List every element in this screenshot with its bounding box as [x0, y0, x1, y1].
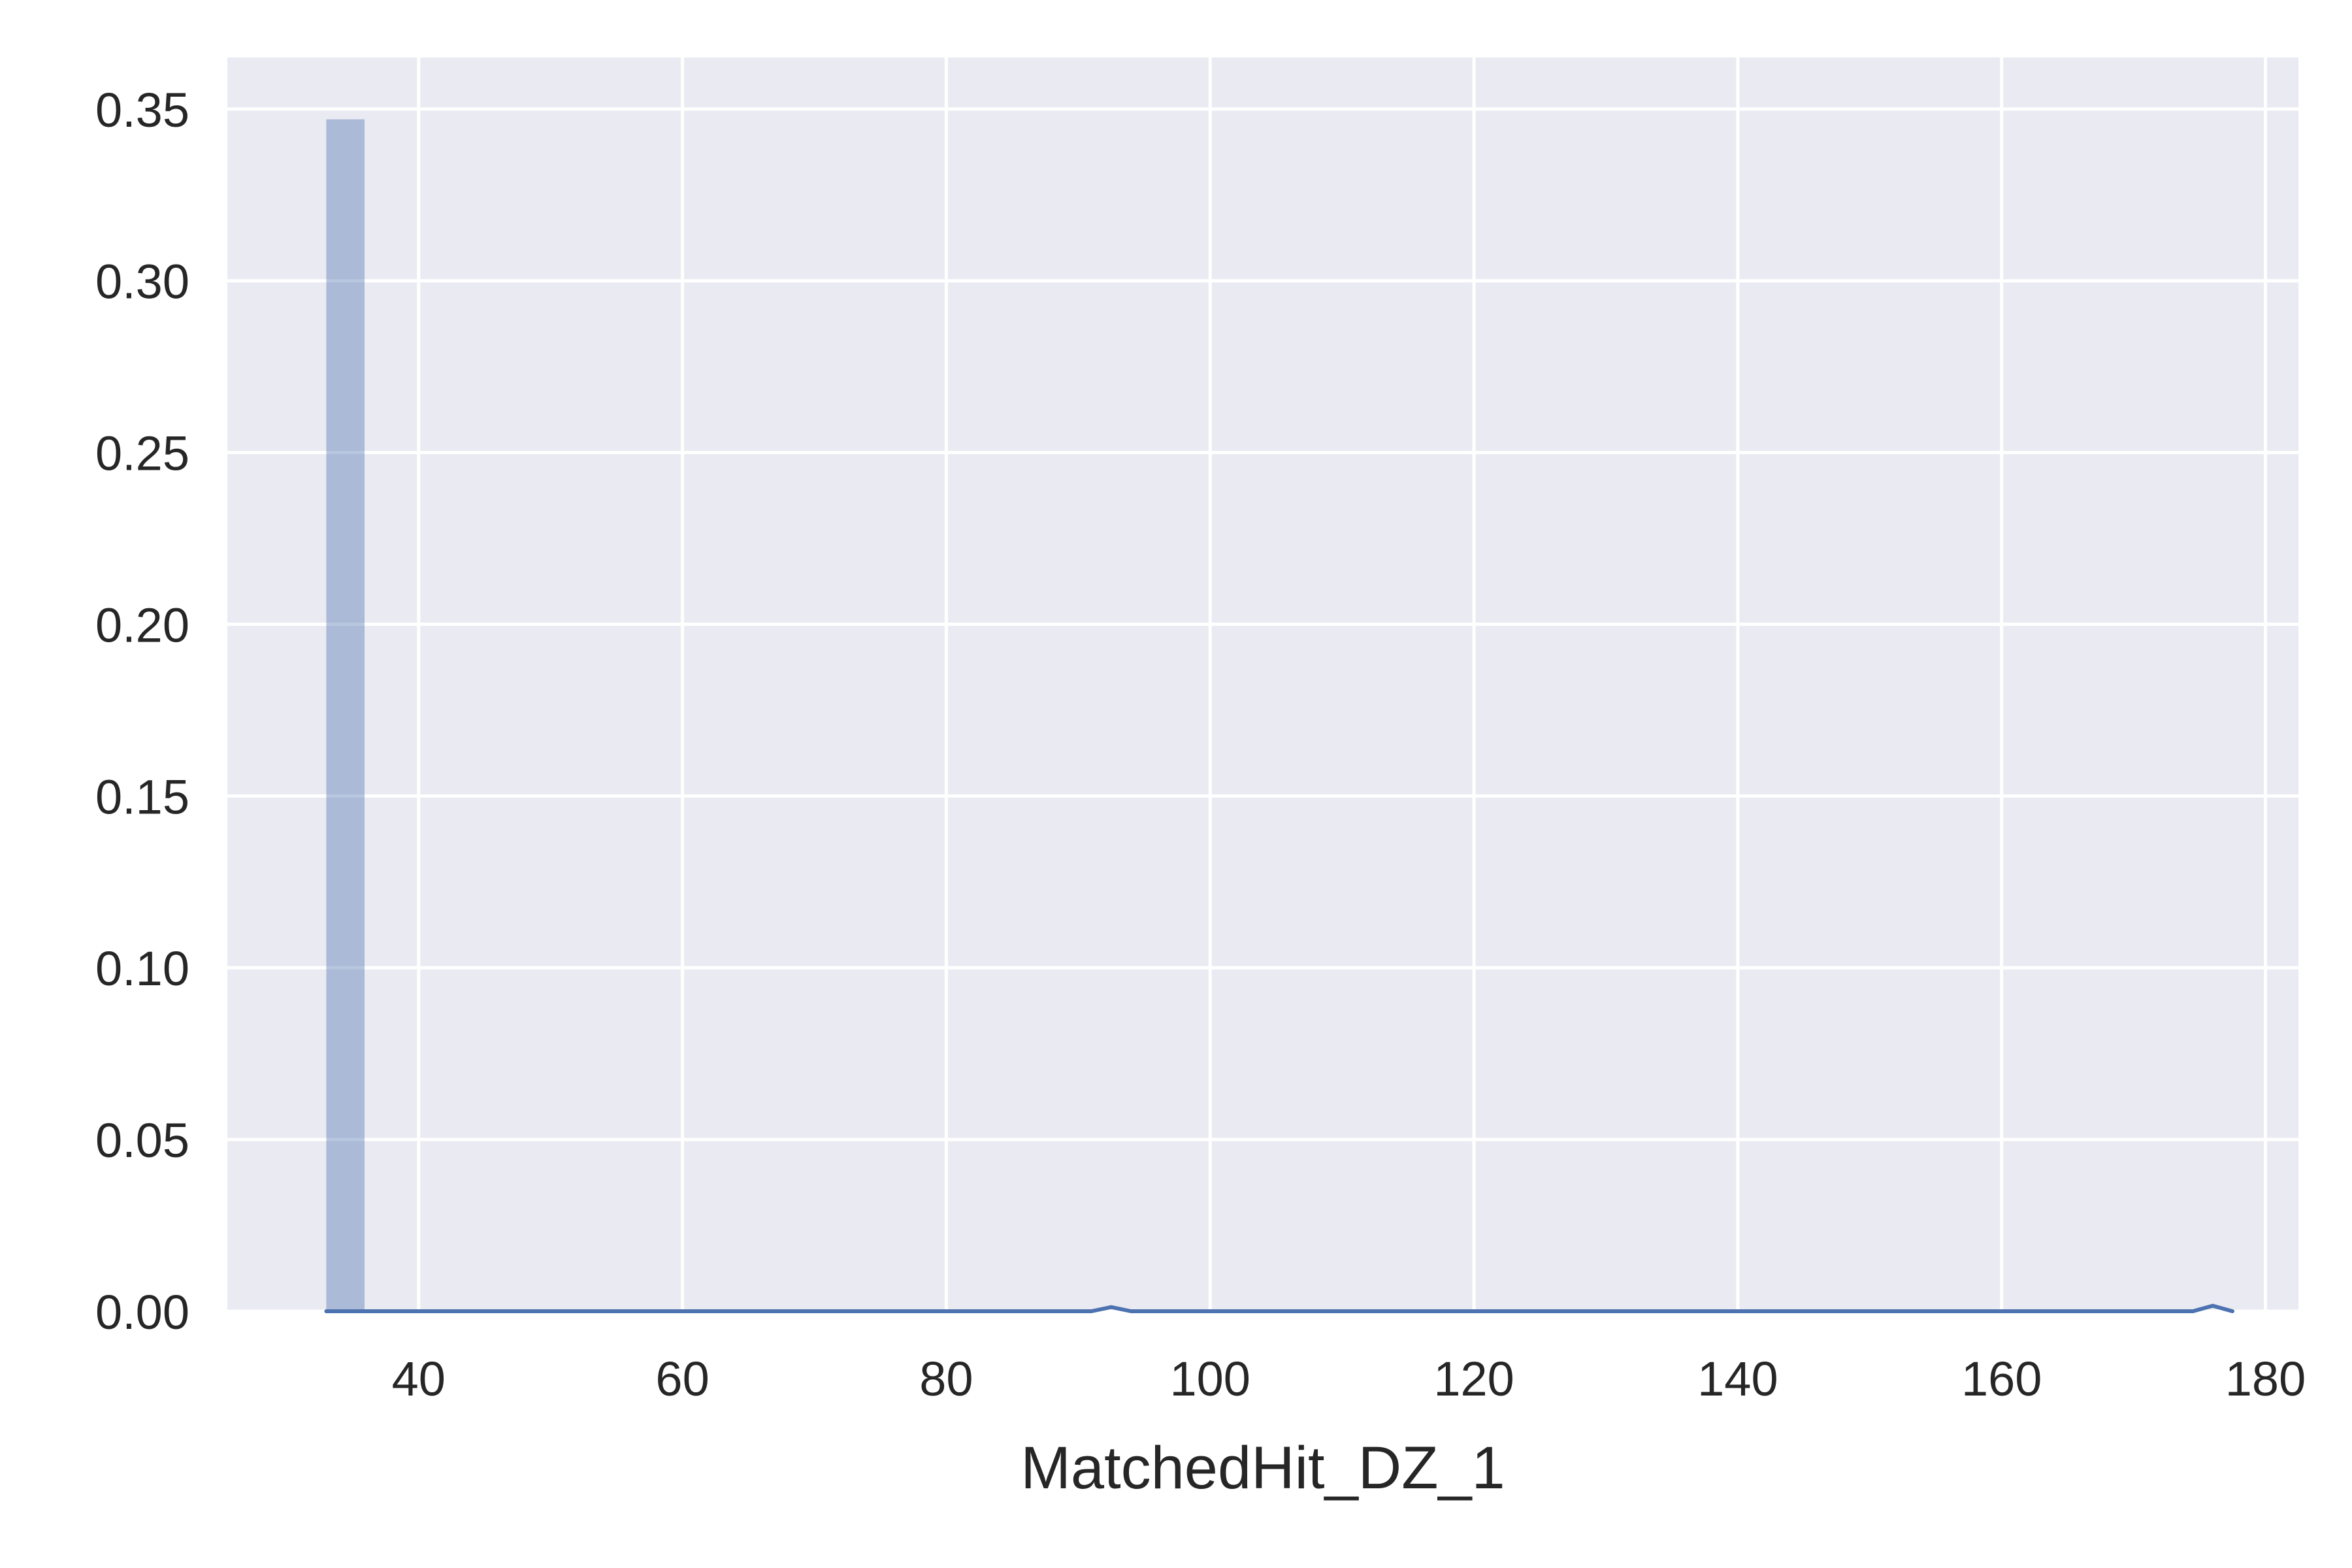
x-tick-label: 160 [1961, 1352, 2042, 1406]
x-tick-label: 120 [1433, 1352, 1514, 1406]
histogram-bars [326, 119, 365, 1311]
y-tick-label: 0.20 [95, 598, 189, 652]
y-tick-label: 0.30 [95, 255, 189, 309]
x-tick-label: 40 [392, 1352, 446, 1406]
x-tick-label: 140 [1697, 1352, 1778, 1406]
x-axis-label: MatchedHit_DZ_1 [1021, 1435, 1505, 1501]
histogram-bar [326, 119, 365, 1311]
x-tick-label: 80 [919, 1352, 973, 1406]
y-tick-label: 0.25 [95, 427, 189, 481]
x-tick-label: 60 [655, 1352, 709, 1406]
kde-line [324, 1303, 2234, 1313]
plot-background [227, 57, 2298, 1311]
x-tick-label: 100 [1170, 1352, 1250, 1406]
grid-lines [227, 57, 2298, 1313]
y-tick-label: 0.05 [95, 1113, 189, 1168]
y-tick-label: 0.10 [95, 941, 189, 996]
y-tick-label: 0.15 [95, 770, 189, 824]
y-tick-label: 0.00 [95, 1285, 189, 1339]
x-tick-labels: 40 60 80 100 120 140 160 180 [392, 1352, 2306, 1406]
y-tick-labels: 0.00 0.05 0.10 0.15 0.20 0.25 0.30 0.35 [95, 83, 189, 1339]
x-tick-label: 180 [2225, 1352, 2306, 1406]
y-tick-label: 0.35 [95, 83, 189, 137]
kde-curve-layer [324, 1303, 2234, 1313]
